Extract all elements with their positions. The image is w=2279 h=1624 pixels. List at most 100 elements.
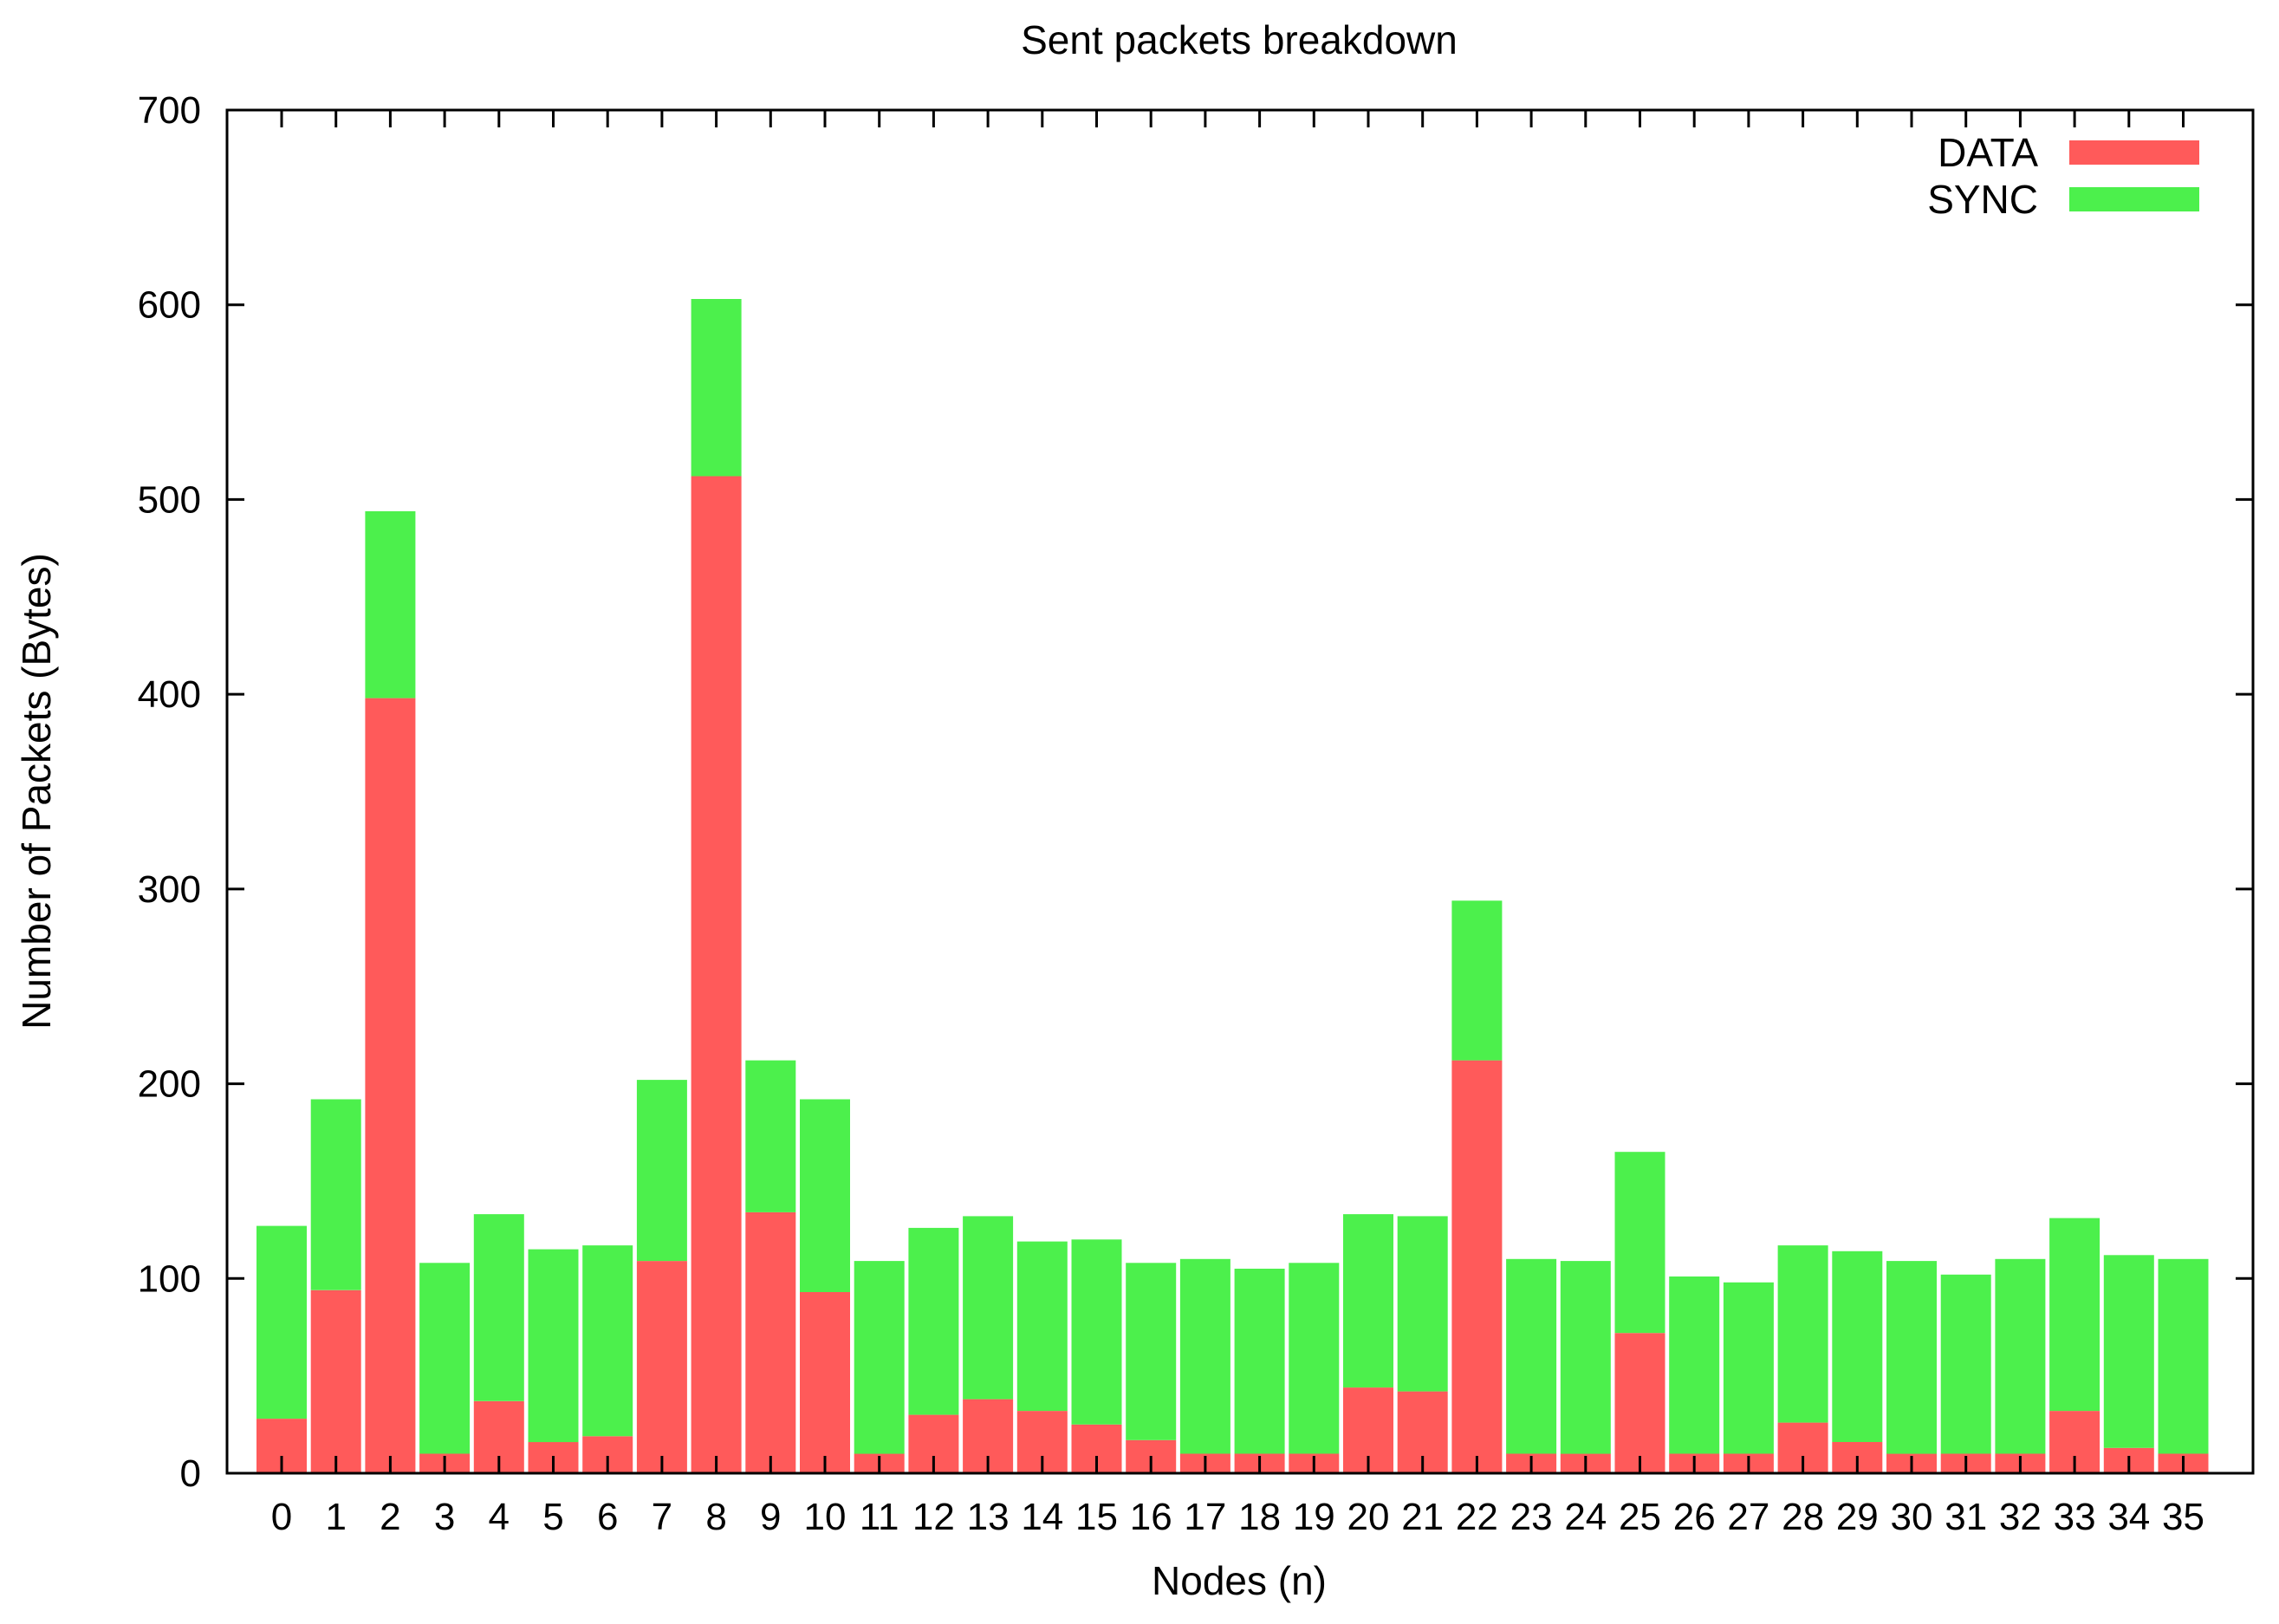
x-tick-label: 31 xyxy=(1945,1496,1987,1538)
x-tick-label: 30 xyxy=(1891,1496,1933,1538)
y-tick-label: 700 xyxy=(138,89,201,132)
bar-sync-node-15 xyxy=(1071,1239,1122,1425)
bar-sync-node-29 xyxy=(1832,1250,1883,1442)
x-tick-label: 4 xyxy=(489,1496,510,1538)
bar-sync-node-16 xyxy=(1126,1263,1177,1440)
bar-data-node-10 xyxy=(800,1292,850,1473)
x-tick-label: 2 xyxy=(380,1496,400,1538)
bar-sync-node-1 xyxy=(310,1099,361,1290)
bar-data-node-1 xyxy=(310,1289,361,1473)
bar-sync-node-0 xyxy=(256,1225,307,1419)
bar-sync-node-31 xyxy=(1940,1274,1991,1454)
bars-layer xyxy=(256,299,2209,1473)
x-tick-label: 1 xyxy=(325,1496,346,1538)
bar-data-node-7 xyxy=(636,1261,687,1473)
bar-sync-node-20 xyxy=(1343,1214,1393,1388)
x-tick-label: 27 xyxy=(1727,1496,1769,1538)
bar-sync-node-3 xyxy=(419,1263,471,1454)
x-tick-label: 28 xyxy=(1782,1496,1824,1538)
y-axis-label: Number of Packets (Bytes) xyxy=(14,553,59,1030)
bar-sync-node-19 xyxy=(1289,1263,1340,1454)
plot-frame xyxy=(225,108,2255,1475)
x-tick-label: 12 xyxy=(912,1496,955,1538)
bar-data-node-22 xyxy=(1451,1060,1503,1473)
bar-sync-node-25 xyxy=(1614,1152,1665,1334)
bar-sync-node-5 xyxy=(528,1249,579,1443)
bar-sync-node-14 xyxy=(1016,1241,1068,1412)
x-tick-label: 21 xyxy=(1401,1496,1444,1538)
bar-data-node-8 xyxy=(691,476,742,1473)
bar-data-node-25 xyxy=(1614,1333,1665,1473)
x-tick-label: 14 xyxy=(1021,1496,1063,1538)
x-tick-label: 35 xyxy=(2162,1496,2204,1538)
x-tick-label: 5 xyxy=(542,1496,563,1538)
x-tick-label: 29 xyxy=(1836,1496,1879,1538)
x-tick-label: 10 xyxy=(804,1496,847,1538)
x-tick-label: 15 xyxy=(1075,1496,1118,1538)
bar-sync-node-12 xyxy=(908,1227,959,1415)
x-tick-label: 13 xyxy=(967,1496,1010,1538)
bar-sync-node-21 xyxy=(1397,1216,1448,1392)
bar-sync-node-2 xyxy=(365,510,416,698)
x-tick-label: 32 xyxy=(1999,1496,2042,1538)
x-tick-label: 6 xyxy=(597,1496,618,1538)
bar-sync-node-32 xyxy=(1995,1258,2046,1454)
x-tick-label: 25 xyxy=(1619,1496,1661,1538)
bar-sync-node-11 xyxy=(854,1261,905,1454)
labels-layer: Sent packets breakdown Nodes (n) Number … xyxy=(14,17,1458,1603)
bar-sync-node-30 xyxy=(1886,1261,1937,1454)
x-tick-label: 0 xyxy=(271,1496,292,1538)
x-tick-label: 23 xyxy=(1510,1496,1553,1538)
bar-sync-node-18 xyxy=(1234,1269,1285,1454)
bar-sync-node-8 xyxy=(691,299,742,477)
x-tick-label: 3 xyxy=(434,1496,455,1538)
x-axis-label: Nodes (n) xyxy=(1152,1558,1327,1603)
bar-sync-node-27 xyxy=(1723,1282,1774,1454)
x-tick-label: 34 xyxy=(2107,1496,2150,1538)
y-tick-label: 600 xyxy=(138,284,201,327)
x-tick-label: 18 xyxy=(1238,1496,1281,1538)
bar-sync-node-10 xyxy=(800,1099,850,1292)
x-tick-label: 26 xyxy=(1673,1496,1716,1538)
bar-sync-node-9 xyxy=(745,1060,796,1212)
legend-swatch-data xyxy=(2069,140,2199,165)
legend: DATA SYNC xyxy=(1927,130,2199,222)
x-tick-label: 16 xyxy=(1130,1496,1172,1538)
y-tick-label: 200 xyxy=(138,1063,201,1106)
bar-sync-node-34 xyxy=(2103,1255,2154,1448)
bar-sync-node-23 xyxy=(1506,1258,1557,1454)
y-tick-label: 0 xyxy=(180,1452,201,1495)
x-tick-label: 8 xyxy=(705,1496,726,1538)
bar-data-node-9 xyxy=(745,1212,796,1473)
x-tick-label: 24 xyxy=(1564,1496,1607,1538)
y-tick-label: 300 xyxy=(138,868,201,911)
bar-sync-node-33 xyxy=(2049,1218,2100,1412)
x-tick-label: 17 xyxy=(1184,1496,1226,1538)
x-tick-label: 19 xyxy=(1293,1496,1335,1538)
x-tick-label: 9 xyxy=(760,1496,781,1538)
x-tick-label: 33 xyxy=(2054,1496,2096,1538)
bar-sync-node-6 xyxy=(582,1245,633,1437)
bar-sync-node-28 xyxy=(1777,1245,1828,1423)
bar-sync-node-35 xyxy=(2158,1258,2209,1454)
x-tick-label: 7 xyxy=(652,1496,672,1538)
bar-sync-node-7 xyxy=(636,1080,687,1262)
x-tick-label: 11 xyxy=(860,1496,899,1538)
bar-sync-node-17 xyxy=(1179,1258,1230,1454)
legend-swatch-sync xyxy=(2069,187,2199,211)
x-tick-label: 20 xyxy=(1347,1496,1390,1538)
legend-label-data: DATA xyxy=(1938,130,2038,175)
chart-title: Sent packets breakdown xyxy=(1021,17,1458,62)
y-tick-label: 100 xyxy=(138,1257,201,1300)
bar-sync-node-26 xyxy=(1669,1276,1720,1454)
x-tick-label: 22 xyxy=(1456,1496,1498,1538)
legend-label-sync: SYNC xyxy=(1927,177,2038,222)
bar-sync-node-13 xyxy=(963,1216,1014,1400)
bar-sync-node-22 xyxy=(1451,900,1503,1061)
bar-data-node-2 xyxy=(365,698,416,1473)
y-tick-label: 400 xyxy=(138,673,201,716)
bar-sync-node-4 xyxy=(473,1214,524,1401)
